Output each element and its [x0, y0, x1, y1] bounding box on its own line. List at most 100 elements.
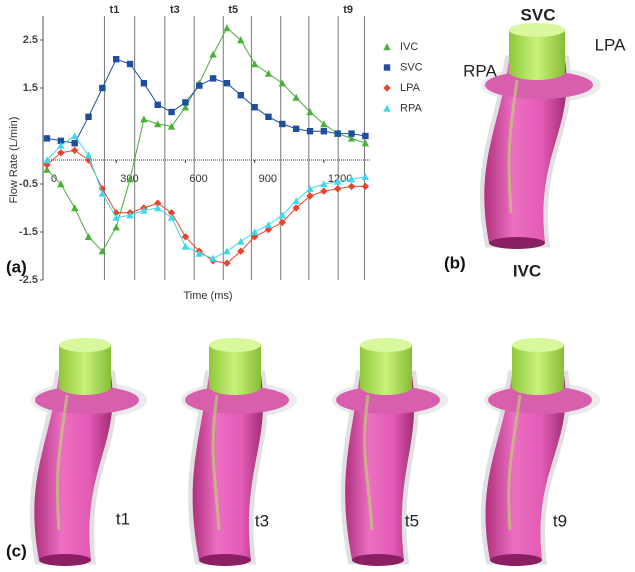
point	[154, 101, 161, 108]
point	[181, 242, 190, 250]
time-line-label: t1	[110, 4, 120, 16]
vessel-branch	[185, 386, 289, 414]
point	[292, 204, 300, 212]
point	[265, 113, 272, 120]
vessel-branch	[336, 386, 440, 414]
point	[99, 84, 106, 92]
point	[334, 130, 341, 137]
point	[361, 173, 370, 180]
vessel-body	[192, 375, 264, 560]
point	[348, 130, 355, 137]
point	[237, 92, 244, 99]
vessel-bottom	[199, 554, 251, 566]
vessel-label: IVC	[513, 261, 541, 280]
point	[250, 228, 259, 236]
point	[126, 211, 134, 219]
point	[320, 187, 328, 195]
panel-label: (b)	[444, 253, 466, 272]
point	[84, 233, 93, 240]
point	[334, 177, 342, 185]
point	[154, 199, 162, 207]
vessel-cap-top	[512, 338, 564, 352]
point	[70, 204, 79, 212]
point	[306, 128, 314, 135]
point	[223, 24, 231, 32]
point	[195, 249, 203, 257]
vessel-cap-top	[209, 338, 261, 352]
vessel-cap-top	[360, 338, 412, 352]
point	[264, 69, 273, 77]
vessel-cap-top	[509, 23, 565, 37]
y-tick-label: 1.5	[23, 82, 38, 94]
flow-chart: Flow Rate (L/min) Time (ms) t1 t3 t5 t9 2.5 1…	[8, 4, 423, 302]
point	[237, 36, 245, 44]
vessel-bottom	[39, 554, 91, 566]
point	[43, 156, 51, 164]
y-tick-label: -0.5	[19, 178, 38, 190]
series-line	[46, 27, 366, 253]
point	[126, 175, 134, 183]
point	[57, 180, 65, 188]
point	[383, 64, 391, 71]
series-line	[46, 135, 366, 259]
point	[167, 209, 176, 217]
point	[347, 134, 356, 142]
point	[196, 82, 203, 89]
point	[292, 125, 300, 132]
legend-label: RPA	[400, 102, 422, 114]
time-line-label: t3	[170, 4, 180, 16]
point	[181, 103, 190, 111]
point	[237, 247, 245, 255]
y-tick-label: -2.5	[19, 274, 38, 286]
point	[383, 43, 391, 51]
point	[383, 84, 391, 92]
time-line-label: t5	[228, 4, 238, 16]
vessel-label: LPA	[595, 35, 627, 54]
flow-streak	[363, 394, 374, 531]
time-line-label: t9	[343, 4, 353, 16]
point	[251, 104, 258, 111]
point	[154, 120, 162, 128]
point	[306, 108, 314, 116]
point	[278, 211, 287, 219]
point	[168, 108, 175, 116]
point	[154, 204, 162, 212]
point	[113, 56, 120, 63]
x-tick-label: 900	[259, 173, 277, 185]
point	[334, 185, 342, 193]
legend-label: IVC	[400, 41, 418, 53]
vessel-cap-rim	[59, 379, 111, 395]
y-tick-label: 2.5	[23, 34, 38, 46]
point	[57, 141, 65, 149]
point	[279, 120, 286, 128]
point	[292, 93, 300, 101]
point	[112, 223, 120, 231]
point	[140, 206, 148, 214]
point	[209, 75, 217, 82]
point	[112, 213, 120, 221]
point	[167, 213, 176, 221]
point	[43, 165, 51, 173]
point	[140, 80, 148, 87]
time-label: t1	[116, 509, 130, 528]
point	[98, 189, 107, 197]
point	[320, 180, 328, 188]
time-label: t9	[553, 511, 567, 530]
point	[361, 182, 370, 191]
legend-label: SVC	[400, 61, 423, 73]
point	[306, 192, 314, 200]
vessel-label: SVC	[521, 5, 556, 24]
point	[98, 247, 107, 255]
vessel-body	[345, 375, 415, 560]
x-tick-label: 600	[189, 173, 207, 185]
point	[320, 120, 328, 128]
y-axis-label: Flow Rate (L/min)	[8, 117, 20, 204]
point	[209, 50, 217, 58]
point	[85, 113, 92, 120]
point	[209, 254, 217, 262]
flow-streak	[507, 394, 522, 531]
point	[362, 132, 369, 140]
point	[223, 80, 231, 87]
point	[320, 128, 328, 135]
